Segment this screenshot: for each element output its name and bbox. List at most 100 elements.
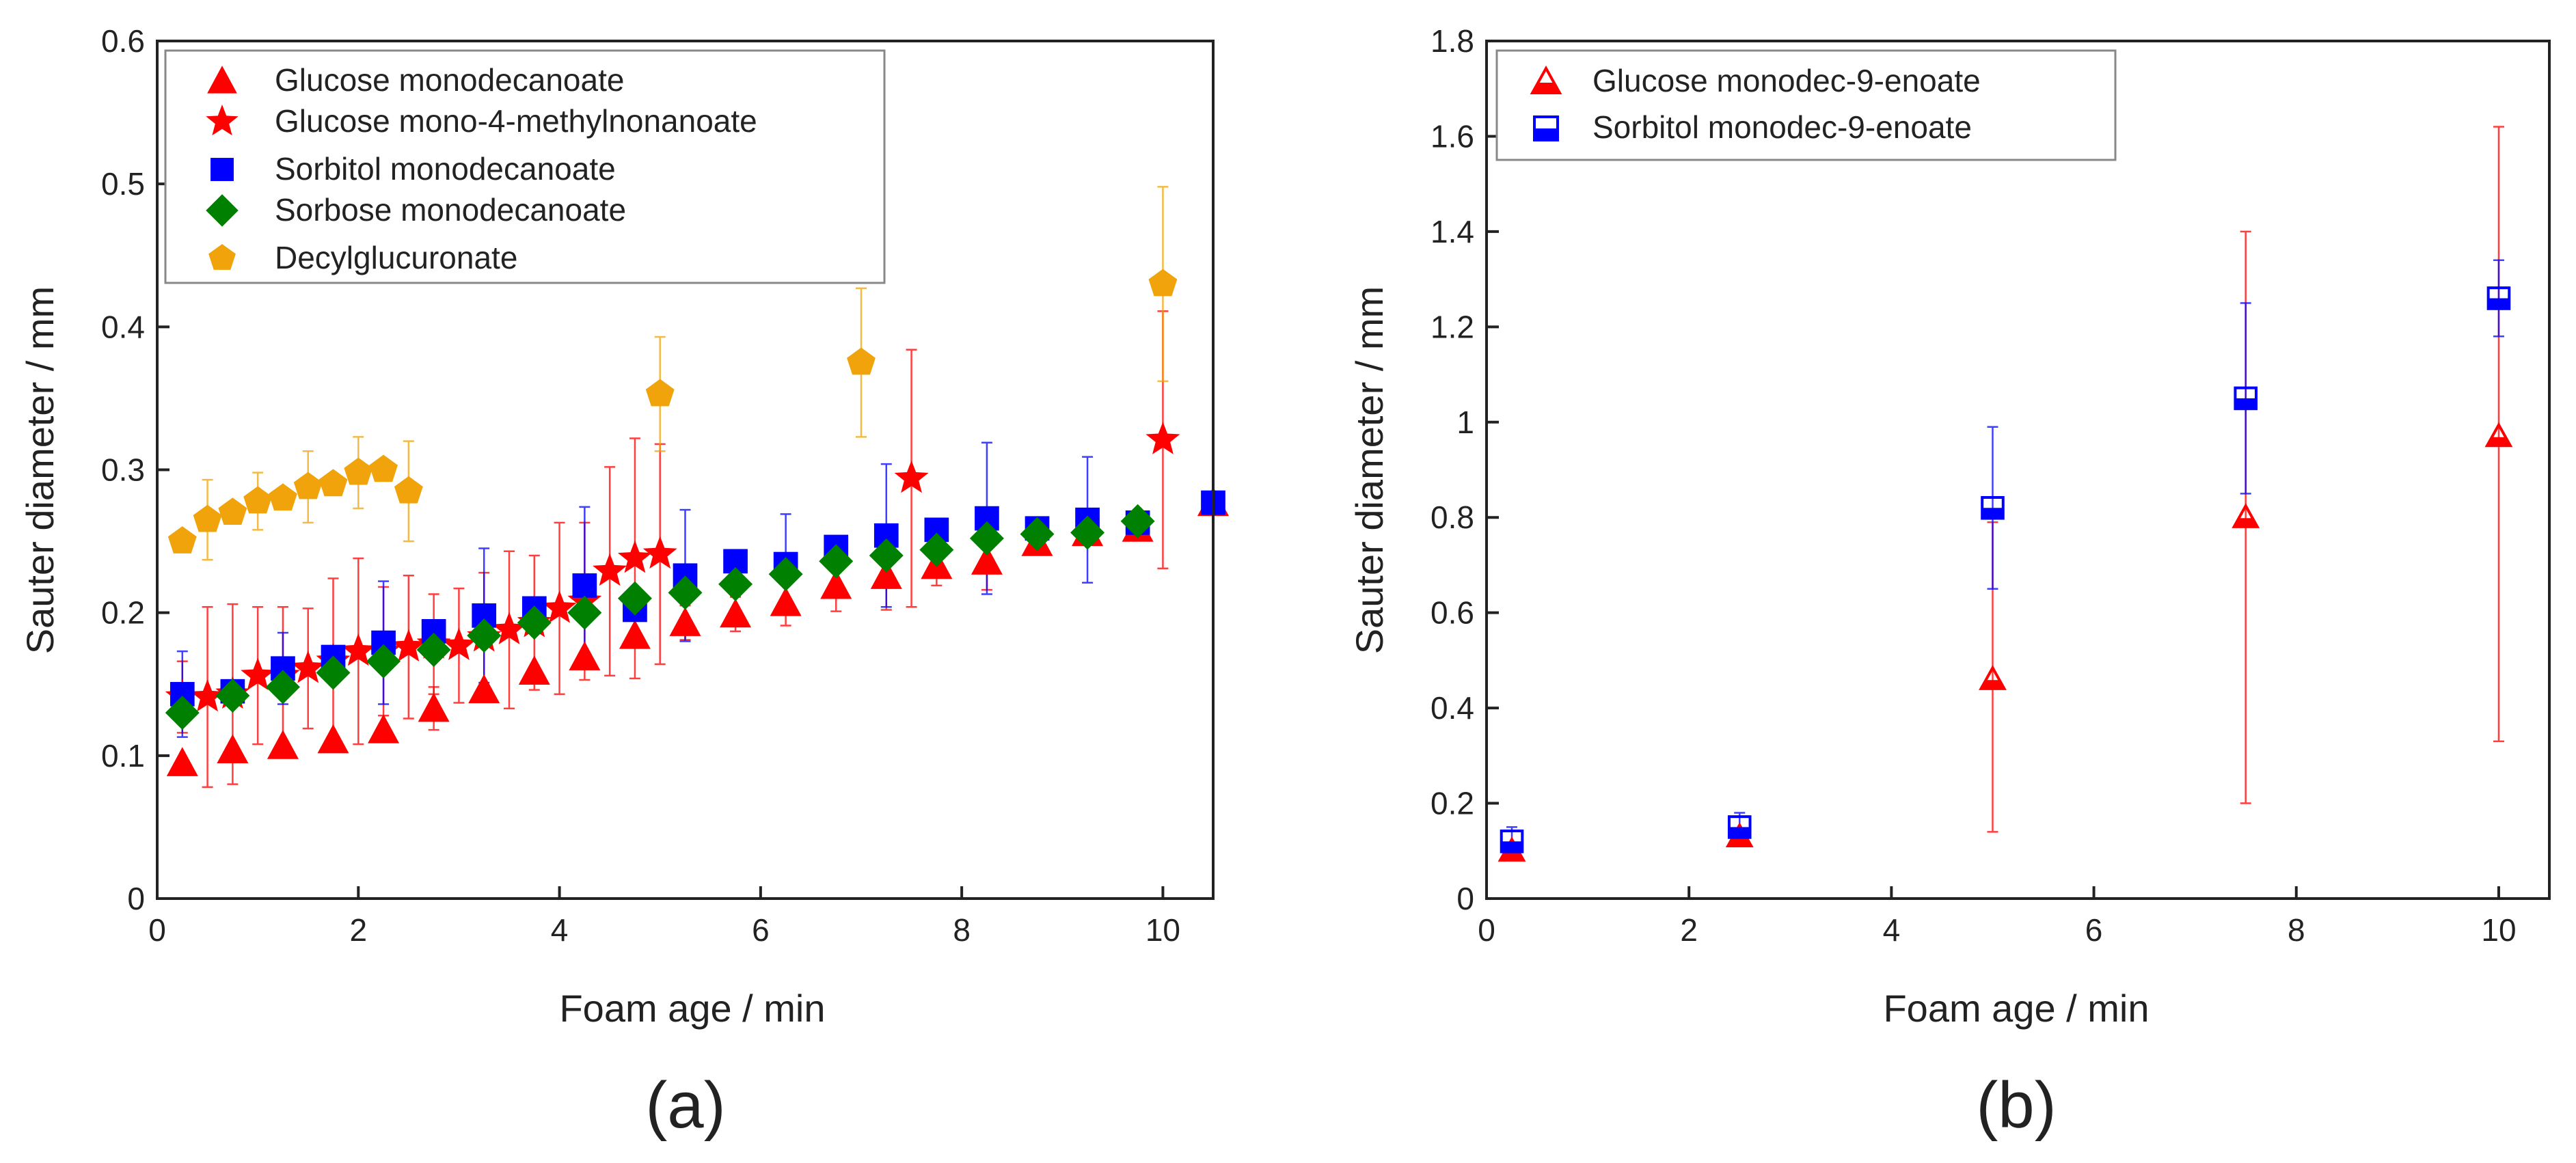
data-point-sorbose-monodecanoate [165, 696, 200, 730]
legend-label-glucose-monodecanoate: Glucose monodecanoate [275, 62, 624, 98]
panel-b-y-tick-label: 0.2 [1431, 786, 1474, 821]
data-point-glucose-monodecanoate [267, 730, 299, 759]
data-point-sorbose-monodecanoate [969, 521, 1004, 556]
legend-label-sorbitol-monodecanoate: Sorbitol monodecanoate [275, 151, 616, 187]
data-point-sorbose-monodecanoate [265, 670, 300, 704]
data-point-decylglucuronate [293, 471, 323, 500]
panel-b-x-tick-label: 4 [1883, 912, 1901, 948]
data-point-glucose-monodec-9-enoate [2232, 503, 2260, 528]
data-point-glucose-mono-4-methylnonanoate [442, 627, 476, 661]
data-point-sorbitol-monodec-9-enoate [1500, 830, 1524, 853]
data-point-glucose-monodecanoate [518, 655, 550, 685]
panel-a-x-tick-label: 6 [752, 912, 770, 948]
legend-marker-glucose-mono-4-methylnonanoate [206, 105, 239, 136]
panel-a-legend: Glucose monodecanoate Glucose mono-4-met… [164, 49, 886, 284]
legend-symbol-sorbitol-monodecanoate [211, 158, 234, 181]
data-point-glucose-mono-4-methylnonanoate [617, 540, 652, 573]
data-point-glucose-monodecanoate [971, 545, 1003, 575]
data-point-sorbose-monodecanoate [869, 538, 904, 573]
data-point-glucose-mono-4-methylnonanoate [1145, 422, 1180, 454]
data-point-glucose-monodecanoate [870, 560, 902, 589]
data-point-sorbose-monodecanoate [919, 532, 954, 567]
panel-a-y-tick-label: 0.5 [101, 166, 145, 202]
legend-label-sorbitol-monodec-9-enoate: Sorbitol monodec-9-enoate [1592, 109, 1972, 145]
data-point-sorbose-monodecanoate [1120, 504, 1155, 538]
data-point-decylglucuronate [1148, 269, 1178, 297]
panel-b-x-axis-label: Foam age / min [1883, 987, 2149, 1030]
panel-b-y-tick-label: 0.8 [1431, 500, 1474, 535]
panel-b-x-tick-label: 0 [1478, 912, 1495, 948]
legend-symbol-glucose-monodec-9-enoate [1530, 65, 1562, 94]
data-point-sorbose-monodecanoate [819, 544, 854, 579]
data-point-glucose-monodecanoate [418, 692, 450, 722]
panel-a-ticks: 0 2 4 6 8 10 0 0.1 0.2 0.3 0.4 0.5 0.6 [101, 23, 1180, 948]
data-point-glucose-mono-4-methylnonanoate [391, 629, 426, 662]
panel-b-y-axis-label: Sauter diameter / mm [1348, 286, 1391, 654]
data-point-sorbitol-monodec-9-enoate [2234, 386, 2258, 411]
data-point-glucose-monodecanoate [166, 747, 198, 776]
panel-b-x-tick-label: 6 [2085, 912, 2103, 948]
legend-marker-sorbose-monodecanoate [206, 194, 239, 227]
panel-a-label: (a) [645, 1069, 725, 1142]
data-point-glucose-mono-4-methylnonanoate [290, 650, 325, 683]
error-bar-glucose-monodec-9-enoate [2493, 126, 2504, 743]
data-point-sorbose-monodecanoate [215, 678, 250, 713]
panel-a-x-tick-label: 4 [551, 912, 569, 948]
data-point-glucose-monodecanoate [669, 607, 701, 636]
legend-label-decylglucuronate: Decylglucuronate [275, 240, 517, 275]
data-point-glucose-mono-4-methylnonanoate [190, 679, 225, 712]
error-bar-sorbitol-monodec-9-enoate [2240, 302, 2251, 495]
data-point-glucose-monodecanoate [820, 569, 852, 599]
data-point-decylglucuronate [369, 454, 398, 482]
panel-a-y-axis-label: Sauter diameter / mm [18, 286, 62, 654]
panel-b-y-tick-label: 0.4 [1431, 690, 1474, 726]
data-point-decylglucuronate [193, 504, 222, 532]
data-point-sorbose-monodecanoate [416, 633, 451, 668]
panel-a-x-tick-label: 2 [349, 912, 367, 948]
data-point-glucose-mono-4-methylnonanoate [593, 553, 627, 586]
data-point-decylglucuronate [645, 379, 675, 407]
data-point-glucose-monodecanoate [720, 598, 752, 628]
data-point-glucose-mono-4-methylnonanoate [241, 657, 275, 690]
panel-b-legend: Glucose monodec-9-enoate Sorbitol monode… [1495, 49, 2117, 161]
data-point-sorbose-monodecanoate [467, 618, 502, 653]
panel-a-y-tick-label: 0.3 [101, 452, 145, 488]
panel-a-legend-frame [164, 49, 886, 284]
legend-marker-glucose-monodecanoate [207, 66, 237, 94]
data-point-glucose-monodecanoate [619, 620, 651, 649]
data-point-decylglucuronate [218, 497, 247, 525]
legend-symbol-glucose-monodecanoate [207, 66, 237, 94]
data-point-glucose-mono-4-methylnonanoate [642, 536, 677, 569]
panel-b-y-tick-label: 1.4 [1431, 214, 1474, 249]
panel-b-x-tick-label: 10 [2481, 912, 2516, 948]
legend-marker-decylglucuronate [208, 244, 236, 270]
data-point-sorbose-monodecanoate [1070, 515, 1105, 550]
data-point-sorbose-monodecanoate [668, 575, 703, 610]
data-point-sorbose-monodecanoate [718, 566, 753, 601]
panel-a-x-tick-label: 10 [1145, 912, 1180, 948]
panel-b-legend-frame [1495, 49, 2117, 161]
panel-b-y-tick-label: 0.6 [1431, 595, 1474, 631]
data-point-glucose-monodecanoate [770, 587, 802, 616]
data-point-sorbitol-monodec-9-enoate [1981, 495, 2005, 520]
panel-b-ticks: 0 2 4 6 8 10 0 0.2 0.4 0.6 0.8 1 1.2 1.4 1.6 1.8 [1431, 23, 2516, 948]
legend-symbol-decylglucuronate [208, 244, 236, 270]
data-point-decylglucuronate [847, 347, 876, 375]
panel-b-plot-frame [1485, 40, 2551, 900]
panel-a-y-tick-label: 0.6 [101, 23, 145, 59]
data-point-decylglucuronate [318, 469, 348, 497]
panel-b-y-tick-label: 1 [1456, 405, 1474, 440]
data-point-glucose-monodec-9-enoate [1979, 665, 2007, 690]
data-point-sorbose-monodecanoate [1020, 517, 1055, 551]
panel-a-y-tick-label: 0.1 [101, 738, 145, 774]
data-point-glucose-mono-4-methylnonanoate [894, 460, 929, 493]
legend-symbol-glucose-mono-4-methylnonanoate [206, 105, 239, 136]
panel-b-label: (b) [1976, 1069, 2056, 1142]
data-point-sorbose-monodecanoate [768, 557, 803, 592]
panel-b-chart: 0 2 4 6 8 10 0 0.2 0.4 0.6 0.8 1 1.2 1.4 1.6 1.8 Foam a… [1348, 23, 2551, 1142]
panel-a-x-tick-label: 8 [953, 912, 971, 948]
data-point-glucose-mono-4-methylnonanoate [492, 612, 526, 644]
legend-marker-sorbitol-monodecanoate [211, 158, 234, 181]
data-point-sorbose-monodecanoate [617, 581, 652, 616]
legend-label-sorbose-monodecanoate: Sorbose monodecanoate [275, 192, 626, 228]
